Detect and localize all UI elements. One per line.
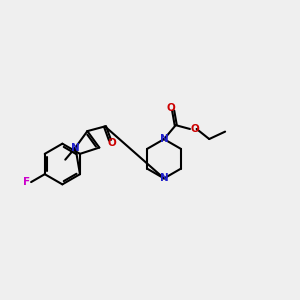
Text: O: O	[107, 138, 116, 148]
Text: F: F	[23, 177, 31, 187]
Text: N: N	[71, 142, 80, 153]
Text: O: O	[190, 124, 199, 134]
Text: N: N	[160, 134, 168, 144]
Text: O: O	[167, 103, 175, 113]
Text: N: N	[160, 173, 168, 183]
